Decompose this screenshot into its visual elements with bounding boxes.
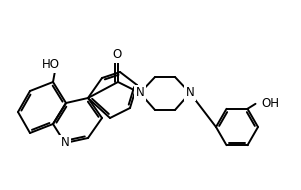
- Text: O: O: [112, 48, 122, 62]
- Text: OH: OH: [262, 97, 280, 110]
- Text: N: N: [136, 86, 144, 100]
- Text: N: N: [186, 86, 194, 100]
- Text: HO: HO: [42, 59, 60, 71]
- Text: N: N: [61, 136, 69, 150]
